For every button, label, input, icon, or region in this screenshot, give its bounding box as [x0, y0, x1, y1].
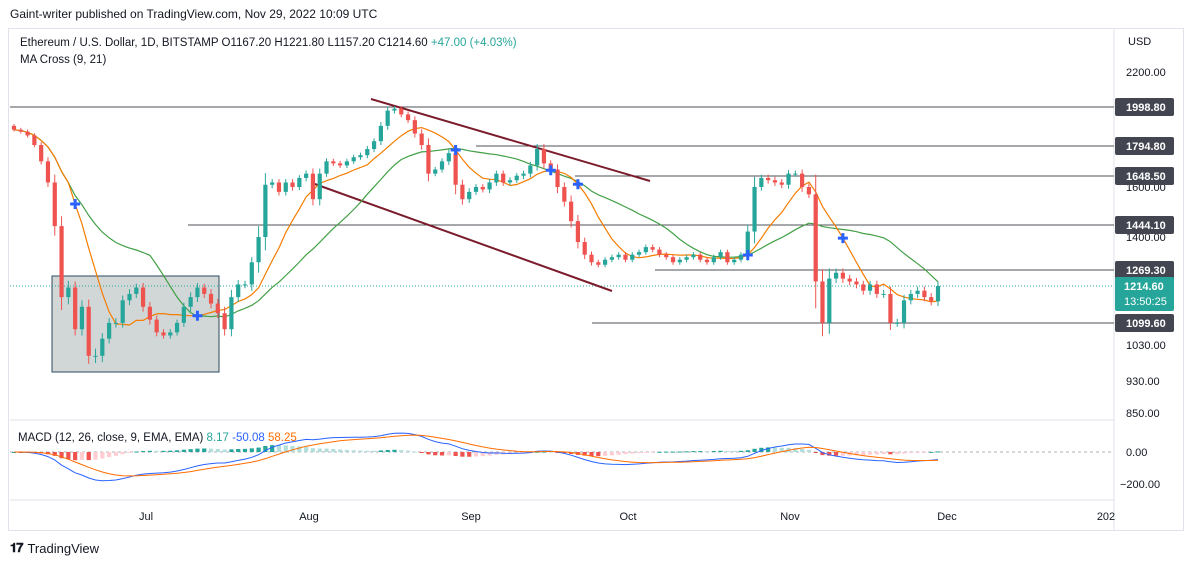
- symbol-label[interactable]: Ethereum / U.S. Dollar, 1D, BITSTAMP: [20, 37, 219, 49]
- tradingview-logo-icon[interactable]: 𝟏𝟕: [10, 540, 24, 555]
- footer: 𝟏𝟕 TradingView: [10, 540, 99, 556]
- change-value: +47.00 (+4.03%): [430, 37, 517, 49]
- macd-value: 8.17: [206, 432, 229, 444]
- low-value: L1157.20: [327, 37, 375, 49]
- histogram-value: 58.25: [267, 432, 297, 444]
- macd-label: MACD (12, 26, close, 9, EMA, EMA): [18, 432, 204, 444]
- macd-legend[interactable]: MACD (12, 26, close, 9, EMA, EMA) 8.17 -…: [18, 432, 297, 444]
- chart-frame: [8, 28, 1184, 531]
- signal-value: -50.08: [232, 432, 265, 444]
- footer-brand[interactable]: TradingView: [27, 540, 100, 556]
- close-value: C1214.60: [377, 37, 428, 49]
- open-value: O1167.20: [221, 37, 272, 49]
- published-by-header: Gaint-writer published on TradingView.co…: [10, 7, 378, 21]
- indicator-label[interactable]: MA Cross (9, 21): [20, 54, 107, 66]
- chart-legend: Ethereum / U.S. Dollar, 1D, BITSTAMP O11…: [20, 35, 517, 69]
- high-value: H1221.80: [274, 37, 325, 49]
